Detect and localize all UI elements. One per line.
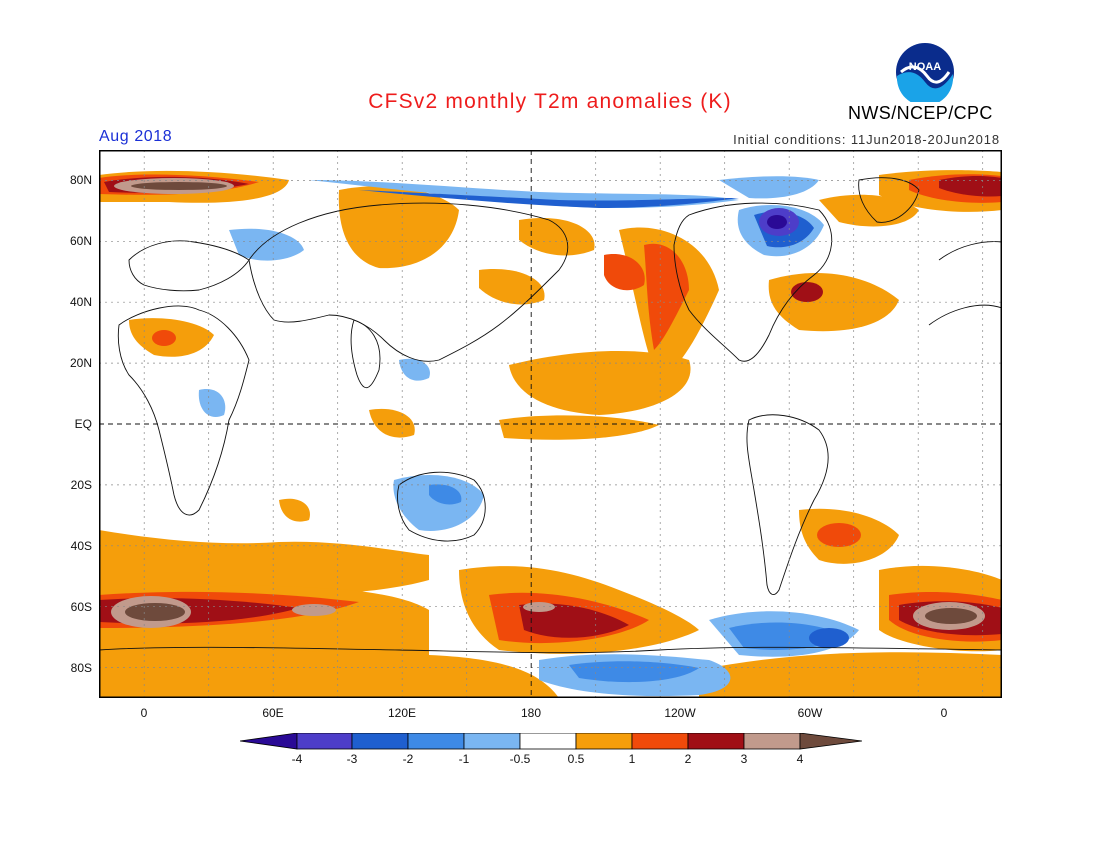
lat-label-80s: 80S: [70, 661, 92, 675]
lat-label-20s: 20S: [70, 478, 92, 492]
anomaly-map: [99, 150, 1002, 698]
agency-label: NWS/NCEP/CPC: [848, 103, 993, 123]
lat-label-40s: 40S: [70, 539, 92, 553]
colorbar-label-2: 2: [684, 752, 692, 766]
lon-label-60w: 60W: [797, 706, 823, 720]
lon-label-120e: 120E: [387, 706, 417, 720]
colorbar-label-05: 0.5: [567, 752, 585, 766]
lon-label-0-right: 0: [940, 706, 948, 720]
chart-title: CFSv2 monthly T2m anomalies (K): [368, 90, 732, 113]
colorbar-label-m4: -4: [291, 752, 303, 766]
lat-label-40n: 40N: [69, 295, 92, 309]
lon-label-120w: 120W: [664, 706, 696, 720]
svg-text:NOAA: NOAA: [909, 61, 941, 73]
colorbar: [240, 733, 862, 750]
lon-label-0-left: 0: [140, 706, 148, 720]
lat-label-80n: 80N: [69, 173, 92, 187]
valid-month-label: Aug 2018: [99, 128, 173, 145]
colorbar-label-m2: -2: [402, 752, 414, 766]
initial-conditions-label: Initial conditions: 11Jun2018-20Jun2018: [733, 132, 1000, 147]
noaa-logo: NOAA: [896, 43, 954, 102]
lat-label-eq: EQ: [74, 417, 92, 431]
lat-label-60n: 60N: [69, 234, 92, 248]
colorbar-label-m1: -1: [458, 752, 470, 766]
colorbar-label-1: 1: [628, 752, 636, 766]
colorbar-label-m05: -0.5: [509, 752, 531, 766]
colorbar-label-m3: -3: [346, 752, 358, 766]
lon-label-60e: 60E: [262, 706, 284, 720]
colorbar-label-3: 3: [740, 752, 748, 766]
lon-label-180: 180: [520, 706, 542, 720]
lat-label-20n: 20N: [69, 356, 92, 370]
lat-label-60s: 60S: [70, 600, 92, 614]
colorbar-label-4: 4: [796, 752, 804, 766]
